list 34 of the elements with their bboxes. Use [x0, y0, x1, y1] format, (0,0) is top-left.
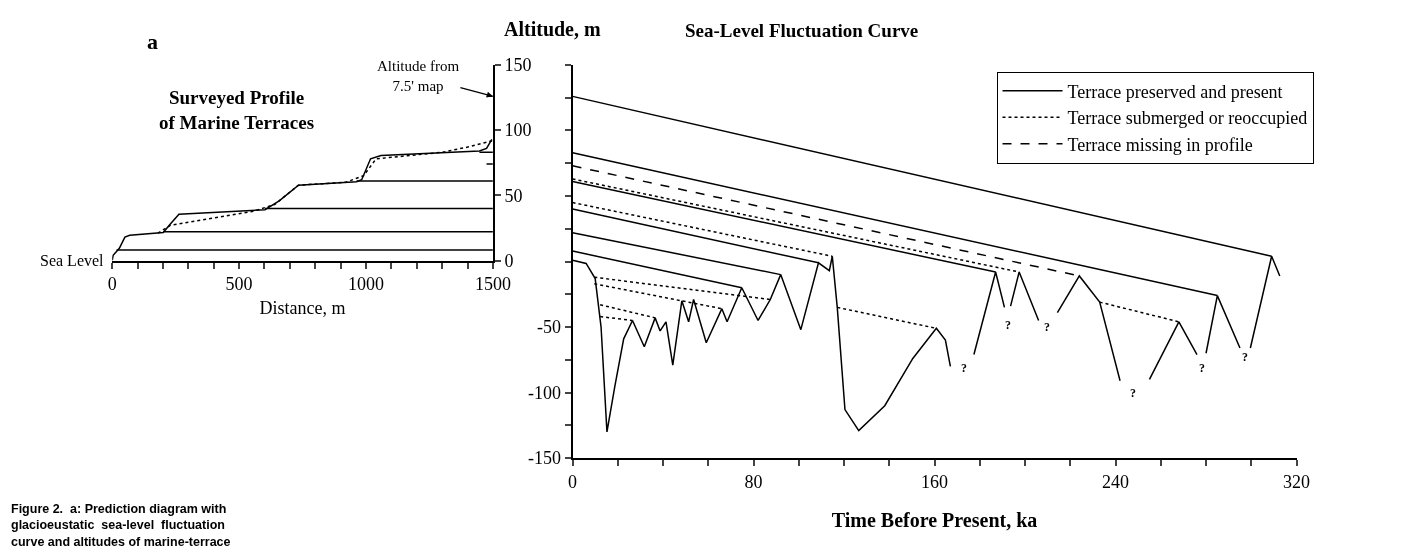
annotation: ?	[1199, 361, 1205, 375]
x-tick-label: 1000	[348, 274, 384, 295]
text: Surveyed Profile of Marine Terraces	[159, 87, 315, 133]
annotation: ?	[1242, 350, 1248, 364]
y-axis-title: Altitude, m	[504, 18, 601, 40]
caption: Figure 2. a: Prediction diagram with glacioeustatic sea-level fluctuation curve and altitudes of marine-terrace	[11, 502, 231, 549]
y-tick-label: 150	[504, 55, 532, 76]
annotation: ?	[1005, 318, 1011, 332]
legend-label: Terrace preserved and present	[1067, 81, 1283, 102]
legend-label: Terrace submerged or reoccupied	[1067, 108, 1308, 129]
y-tick-label: -50	[536, 317, 561, 338]
x-tick-label: 0	[107, 274, 117, 295]
annotation: ?	[1130, 386, 1136, 400]
x-axis-title: Distance, m	[259, 297, 346, 318]
y-tick-label: 0	[504, 250, 514, 271]
x-tick-label: 80	[744, 471, 763, 492]
x-tick-label: 1500	[474, 274, 511, 295]
chart-title: Sea-Level Fluctuation Curve	[685, 20, 919, 41]
x-axis-title: Time Before Present, ka	[831, 508, 1038, 531]
annotation: ?	[1044, 320, 1050, 334]
x-tick-label: 500	[225, 274, 253, 295]
text: a	[147, 29, 158, 54]
x-tick-label: 160	[921, 471, 949, 492]
x-tick-label: 0	[568, 471, 578, 492]
y-tick-label: -150	[527, 448, 561, 469]
y-tick-label: 100	[504, 120, 532, 141]
y-tick-label: 50	[504, 185, 523, 206]
annotation: Altitude from 7.5' map	[377, 58, 460, 94]
y-tick-label: -100	[527, 382, 561, 403]
x-tick-label: 320	[1283, 471, 1311, 492]
annotation: Sea Level	[40, 252, 105, 269]
legend-label: Terrace missing in profile	[1067, 134, 1253, 155]
annotation: ?	[961, 361, 967, 375]
x-tick-label: 240	[1102, 471, 1130, 492]
